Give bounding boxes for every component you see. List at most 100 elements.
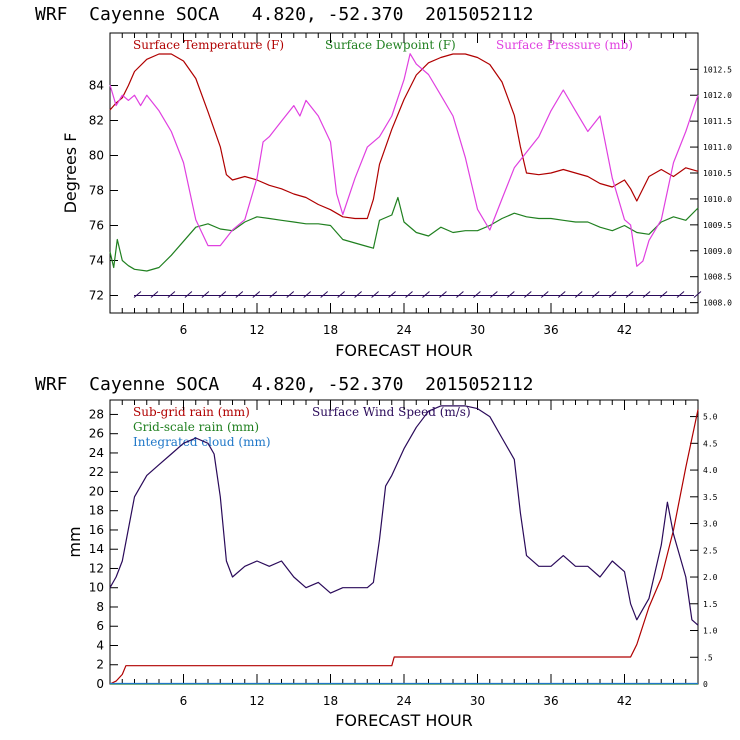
top-x-tick-label: 12 — [249, 323, 264, 337]
wind-barb — [659, 291, 668, 298]
top-x-tick-label: 36 — [543, 323, 558, 337]
top-y2-tick-label: 1011.5 — [703, 117, 732, 126]
top-y-tick-label: 74 — [89, 254, 104, 268]
wind-barb — [676, 291, 685, 298]
bottom-y-axis-label: mm — [65, 526, 84, 557]
wind-barb — [133, 291, 142, 298]
bottom-y-tick-label: 0 — [96, 677, 104, 691]
wind-barb — [286, 291, 295, 298]
bottom-y-tick-label: 14 — [89, 542, 104, 556]
bottom-y-tick-label: 22 — [89, 465, 104, 479]
top-y2-tick-label: 1012.0 — [703, 91, 732, 100]
bottom-y2-tick-label: 1.0 — [703, 627, 718, 636]
wind-barb — [540, 291, 549, 298]
top-y-axis-label: Degrees F — [61, 133, 80, 214]
bottom-y-tick-label: 6 — [96, 619, 104, 633]
bottom-y2-tick-label: 2.0 — [703, 573, 718, 582]
bottom-x-tick-label: 6 — [180, 694, 188, 708]
top-x-tick-label: 24 — [396, 323, 411, 337]
wind-barb — [320, 291, 328, 298]
top-plot-frame — [109, 32, 699, 314]
bottom-x-tick-label: 30 — [470, 694, 485, 708]
wind-barb — [490, 291, 498, 298]
wind-barb — [625, 291, 634, 298]
wind-barb — [507, 291, 515, 298]
bottom-y2-tick-label: 0 — [703, 680, 708, 689]
wind-barb — [473, 291, 481, 298]
top-y2-tick-label: 1012.5 — [703, 65, 732, 74]
top-y-tick-label: 84 — [89, 79, 104, 93]
wind-barb — [150, 291, 159, 298]
bottom-x-tick-label: 12 — [249, 694, 264, 708]
legend-sub-grid-rain: Sub-grid rain (mm) — [133, 405, 250, 419]
legend-surface-pressure: Surface Pressure (mb) — [496, 38, 633, 52]
top-y-tick-label: 76 — [89, 219, 104, 233]
wind-barb — [439, 291, 447, 298]
top-x-axis-label: FORECAST HOUR — [335, 341, 473, 360]
wind-barb — [184, 291, 193, 298]
bottom-y2-tick-label: 4.0 — [703, 466, 718, 475]
bottom-y-tick-label: 18 — [89, 504, 104, 518]
bottom-y-tick-label: 10 — [89, 581, 104, 595]
top-y-tick-label: 72 — [89, 289, 104, 303]
bottom-y2-tick-label: 3.5 — [703, 493, 718, 502]
bottom-y2-tick-label: .5 — [703, 653, 713, 662]
bottom-x-axis-label: FORECAST HOUR — [335, 711, 473, 730]
top-y-tick-label: 82 — [89, 114, 104, 128]
wind-barb — [557, 291, 566, 298]
bottom-y-tick-label: 28 — [89, 407, 104, 421]
top-y-tick-label: 80 — [89, 149, 104, 163]
wind-barb — [252, 291, 261, 298]
wind-barb — [167, 291, 176, 298]
wind-barb — [642, 291, 651, 298]
wind-barb — [693, 291, 702, 298]
bottom-y-tick-label: 24 — [89, 446, 104, 460]
top-y2-tick-label: 1010.5 — [703, 169, 732, 178]
top-y2-tick-label: 1008.0 — [703, 299, 732, 308]
wind-barb — [591, 291, 600, 298]
bottom-y-tick-label: 20 — [89, 484, 104, 498]
bottom-y-tick-label: 4 — [96, 638, 104, 652]
top-x-tick-label: 18 — [323, 323, 338, 337]
legend-surface-dewpoint: Surface Dewpoint (F) — [325, 38, 456, 52]
wind-barb — [269, 291, 278, 298]
bottom-x-tick-label: 36 — [543, 694, 558, 708]
top-y2-tick-label: 1010.0 — [703, 195, 732, 204]
bottom-y-tick-label: 8 — [96, 600, 104, 614]
top-y2-tick-label: 1009.5 — [703, 221, 732, 230]
wind-barb — [337, 291, 345, 298]
legend-integrated-cloud: Integrated cloud (mm) — [133, 435, 271, 449]
bottom-x-tick-label: 18 — [323, 694, 338, 708]
wind-barb — [574, 291, 583, 298]
top-x-tick-label: 42 — [617, 323, 632, 337]
bottom-y-tick-label: 2 — [96, 658, 104, 672]
legend-grid-scale-rain: Grid-scale rain (mm) — [133, 420, 259, 434]
series-line-sub-grid-rain — [109, 409, 699, 685]
series-line-surface-temperature — [109, 53, 699, 220]
bottom-x-tick-label: 42 — [617, 694, 632, 708]
bottom-y2-tick-label: 1.5 — [703, 600, 718, 609]
wind-barb — [456, 291, 464, 298]
top-chart-header: WRF Cayenne SOCA 4.820, -52.370 20150521… — [35, 4, 534, 25]
legend-surface-wind-speed: Surface Wind Speed (m/s) — [312, 405, 471, 419]
series-line-surface-dewpoint — [109, 196, 699, 272]
wind-barb — [201, 291, 210, 298]
bottom-y-tick-label: 16 — [89, 523, 104, 537]
wind-barb — [371, 291, 379, 298]
series-line-surface-pressure — [109, 53, 699, 267]
top-y2-tick-label: 1009.0 — [703, 247, 732, 256]
top-y-tick-label: 78 — [89, 184, 104, 198]
wind-barb — [405, 291, 413, 298]
bottom-y2-tick-label: 5.0 — [703, 413, 718, 422]
bottom-chart-header: WRF Cayenne SOCA 4.820, -52.370 20150521… — [35, 374, 534, 395]
wind-barb — [354, 291, 362, 298]
bottom-y2-tick-label: 3.0 — [703, 520, 718, 529]
bottom-y2-tick-label: 4.5 — [703, 439, 718, 448]
bottom-x-tick-label: 24 — [396, 694, 411, 708]
top-x-tick-label: 30 — [470, 323, 485, 337]
top-y2-tick-label: 1008.5 — [703, 273, 732, 282]
bottom-y2-tick-label: 2.5 — [703, 546, 718, 555]
wind-barb — [218, 291, 227, 298]
wind-barb — [303, 291, 312, 298]
wind-barb — [422, 291, 430, 298]
